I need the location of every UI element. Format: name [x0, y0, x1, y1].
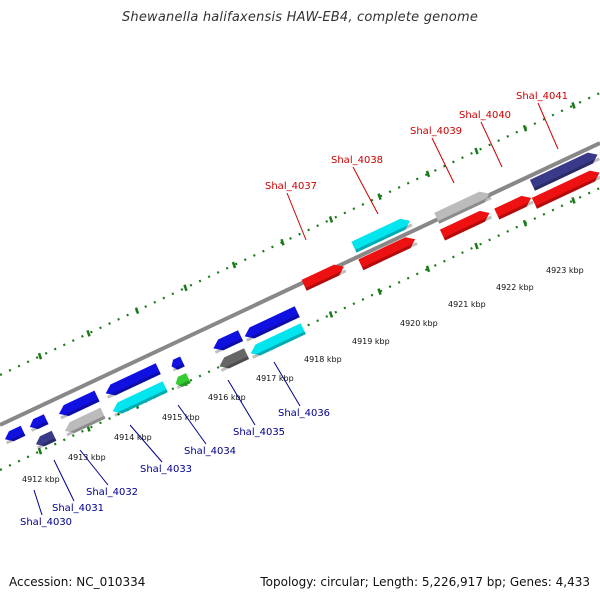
- gene-arrow: [175, 373, 191, 389]
- gene-arrow: [301, 264, 347, 291]
- gene-label: Shal_4037: [265, 181, 317, 192]
- major-tick: [280, 238, 285, 246]
- gene-label: Shal_4038: [331, 155, 383, 166]
- major-tick: [377, 193, 382, 201]
- gene-arrow: [219, 348, 250, 372]
- gene-arrow: [4, 425, 26, 445]
- backbone-line: [0, 141, 600, 427]
- gene-blocks: [4, 152, 600, 450]
- leader-line: [352, 166, 379, 215]
- major-tick: [474, 242, 479, 250]
- genome-backbone: [0, 141, 600, 427]
- major-tick: [571, 197, 576, 204]
- leader-line: [286, 192, 307, 241]
- gene-label: Shal_4030: [20, 517, 72, 528]
- major-tick: [571, 102, 576, 109]
- accession-text: Accession: NC_010334: [9, 575, 146, 589]
- gene-arrow: [213, 330, 244, 354]
- gene-arrow: [58, 390, 100, 420]
- gene-label: Shal_4039: [410, 126, 462, 137]
- major-tick: [377, 288, 382, 296]
- kbp-label: 4914 kbp: [114, 433, 152, 442]
- leader-line: [33, 489, 43, 516]
- gene-arrow: [64, 407, 106, 437]
- leader-line: [480, 121, 503, 168]
- gene-arrow: [358, 237, 418, 271]
- major-tick: [328, 216, 334, 223]
- leader-line: [79, 449, 109, 486]
- genome-summary: Topology: circular; Length: 5,226,917 bp…: [260, 575, 590, 589]
- kbp-label: 4921 kbp: [448, 300, 486, 309]
- gene-arrow: [105, 363, 161, 399]
- gene-label: Shal_4031: [52, 503, 104, 514]
- leader-line: [129, 424, 163, 463]
- gene-label: Shal_4032: [86, 487, 138, 498]
- gene-label: Shal_4034: [184, 446, 236, 457]
- gene-arrow: [351, 218, 413, 253]
- gene-arrow: [494, 195, 534, 220]
- kbp-label: 4917 kbp: [256, 374, 294, 383]
- gene-arrow: [171, 356, 185, 372]
- leader-line: [53, 459, 75, 502]
- map-title: Shewanella halifaxensis HAW-EB4, complet…: [121, 10, 479, 25]
- major-tick: [37, 352, 43, 360]
- gene-arrow: [244, 306, 300, 342]
- kbp-label: 4922 kbp: [496, 283, 534, 292]
- gene-arrow: [434, 191, 492, 224]
- major-tick: [328, 311, 334, 318]
- major-tick: [474, 147, 479, 155]
- major-tick: [522, 219, 528, 227]
- kbp-label: 4916 kbp: [208, 393, 246, 402]
- gene-arrow: [529, 152, 600, 191]
- kbp-label: 4920 kbp: [400, 319, 438, 328]
- major-tick: [183, 284, 188, 292]
- kbp-scale: 4912 kbp 4913 kbp 4914 kbp 4915 kbp 4916 kbp…: [22, 266, 584, 484]
- gene-arrow: [35, 430, 57, 450]
- major-tick: [425, 265, 431, 273]
- leader-line: [227, 379, 256, 426]
- gene-arrow: [439, 210, 493, 241]
- major-tick: [86, 330, 91, 337]
- gene-arrow: [250, 323, 306, 359]
- gene-label: Shal_4041: [516, 91, 568, 102]
- leader-line: [177, 404, 207, 445]
- major-tick: [522, 124, 528, 132]
- kbp-label: 4918 kbp: [304, 355, 342, 364]
- kbp-label: 4913 kbp: [68, 453, 106, 462]
- major-tick: [231, 261, 237, 269]
- gene-label: Shal_4040: [459, 110, 511, 121]
- leader-line: [273, 361, 301, 407]
- gene-label: Shal_4033: [140, 464, 192, 475]
- gene-label: Shal_4036: [278, 408, 330, 419]
- gene-labels: Shal_4037 Shal_4038 Shal_4039 Shal_4040 Shal…: [20, 91, 568, 528]
- leader-line: [537, 102, 559, 150]
- gene-arrow: [29, 414, 49, 432]
- dotted-guide-line: [0, 92, 600, 376]
- major-tick: [37, 447, 43, 455]
- leader-line: [431, 137, 455, 184]
- kbp-label: 4923 kbp: [546, 266, 584, 275]
- major-tick: [425, 170, 431, 178]
- kbp-label: 4912 kbp: [22, 475, 60, 484]
- kbp-label: 4919 kbp: [352, 337, 390, 346]
- kbp-label: 4915 kbp: [162, 413, 200, 422]
- major-tick: [134, 307, 140, 315]
- gene-arrow: [531, 170, 600, 209]
- gene-label: Shal_4035: [233, 427, 285, 438]
- gene-arrow: [112, 381, 168, 417]
